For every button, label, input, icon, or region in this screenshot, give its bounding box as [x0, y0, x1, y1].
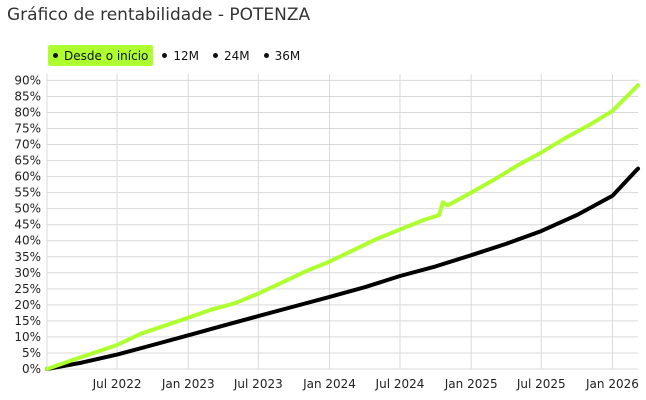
tab-36m[interactable]: 36M [259, 45, 306, 66]
tab-12m[interactable]: 12M [157, 45, 204, 66]
period-tabs: Desde o início 12M 24M 36M [48, 45, 309, 66]
x-tick-label: Jan 2026 [585, 377, 639, 391]
y-tick-label: 45% [14, 218, 41, 232]
y-tick-label: 35% [14, 250, 41, 264]
x-tick-label: Jul 2023 [233, 377, 283, 391]
y-tick-label: 90% [14, 73, 41, 87]
tab-label: 24M [224, 48, 250, 63]
y-tick-label: 55% [14, 186, 41, 200]
series-line [45, 166, 640, 371]
tab-label: 36M [274, 48, 301, 63]
y-tick-label: 60% [14, 170, 41, 184]
x-tick-label: Jan 2024 [302, 377, 356, 391]
y-tick-label: 20% [14, 298, 41, 312]
bullet-icon [53, 53, 58, 58]
y-tick-label: 40% [14, 234, 41, 248]
tab-label: Desde o início [64, 48, 149, 63]
y-tick-label: 75% [14, 122, 41, 136]
tab-24m[interactable]: 24M [208, 45, 255, 66]
y-tick-label: 85% [14, 89, 41, 103]
x-tick-label: Jul 2025 [516, 377, 566, 391]
bullet-icon [162, 53, 168, 58]
series-line [45, 83, 640, 371]
tab-label: 12M [173, 48, 200, 63]
y-tick-label: 80% [14, 105, 41, 119]
y-tick-label: 15% [14, 314, 41, 328]
axes: 0% 5% 10% 15% 20% 25% 30% 35% 40% 45% 50% 55% 60% 65%… [14, 73, 639, 391]
series-lines [45, 83, 640, 371]
bullet-icon [263, 53, 269, 58]
y-tick-label: 10% [14, 330, 41, 344]
bullet-icon [213, 53, 219, 58]
y-tick-label: 0% [22, 362, 41, 376]
y-tick-label: 25% [14, 282, 41, 296]
x-tick-label: Jul 2024 [375, 377, 425, 391]
grid [46, 74, 638, 370]
x-tick-label: Jul 2022 [92, 377, 142, 391]
y-tick-label: 50% [14, 202, 41, 216]
y-tick-label: 65% [14, 154, 41, 168]
y-tick-label: 70% [14, 138, 41, 152]
tab-desde-o-inicio[interactable]: Desde o início [48, 45, 154, 66]
x-tick-label: Jan 2023 [161, 377, 215, 391]
y-tick-label: 5% [22, 346, 41, 360]
x-tick-label: Jan 2025 [444, 377, 498, 391]
y-tick-label: 30% [14, 266, 41, 280]
page-title: Gráfico de rentabilidade - POTENZA [7, 5, 311, 25]
